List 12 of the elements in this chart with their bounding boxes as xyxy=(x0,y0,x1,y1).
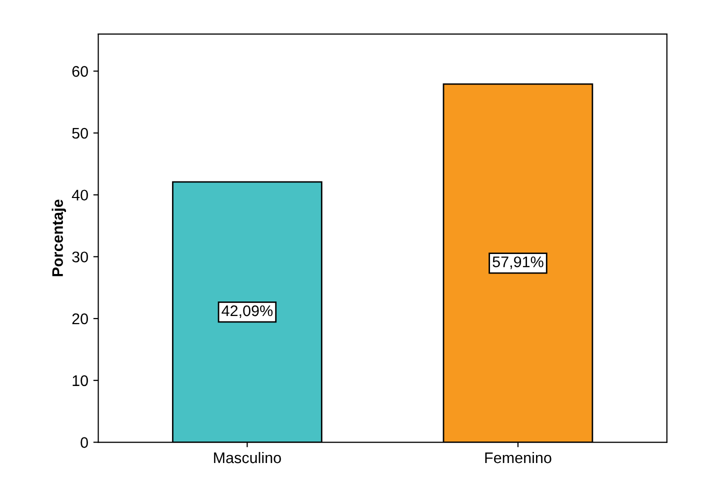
data-label: 42,09% xyxy=(222,305,273,318)
y-tick-label: 0 xyxy=(80,437,88,448)
data-label: 57,91% xyxy=(492,256,544,270)
y-tick-label: 20 xyxy=(72,313,88,324)
y-axis-title: Porcentaje xyxy=(52,200,66,276)
y-tick-label: 60 xyxy=(72,66,88,77)
y-tick-label: 10 xyxy=(72,375,88,386)
y-tick-label: 30 xyxy=(72,252,88,262)
x-tick-label: Masculino xyxy=(214,452,281,464)
y-tick-label: 50 xyxy=(72,128,88,139)
y-tick-label: 40 xyxy=(72,190,88,201)
x-tick-label: Femenino xyxy=(485,452,552,464)
